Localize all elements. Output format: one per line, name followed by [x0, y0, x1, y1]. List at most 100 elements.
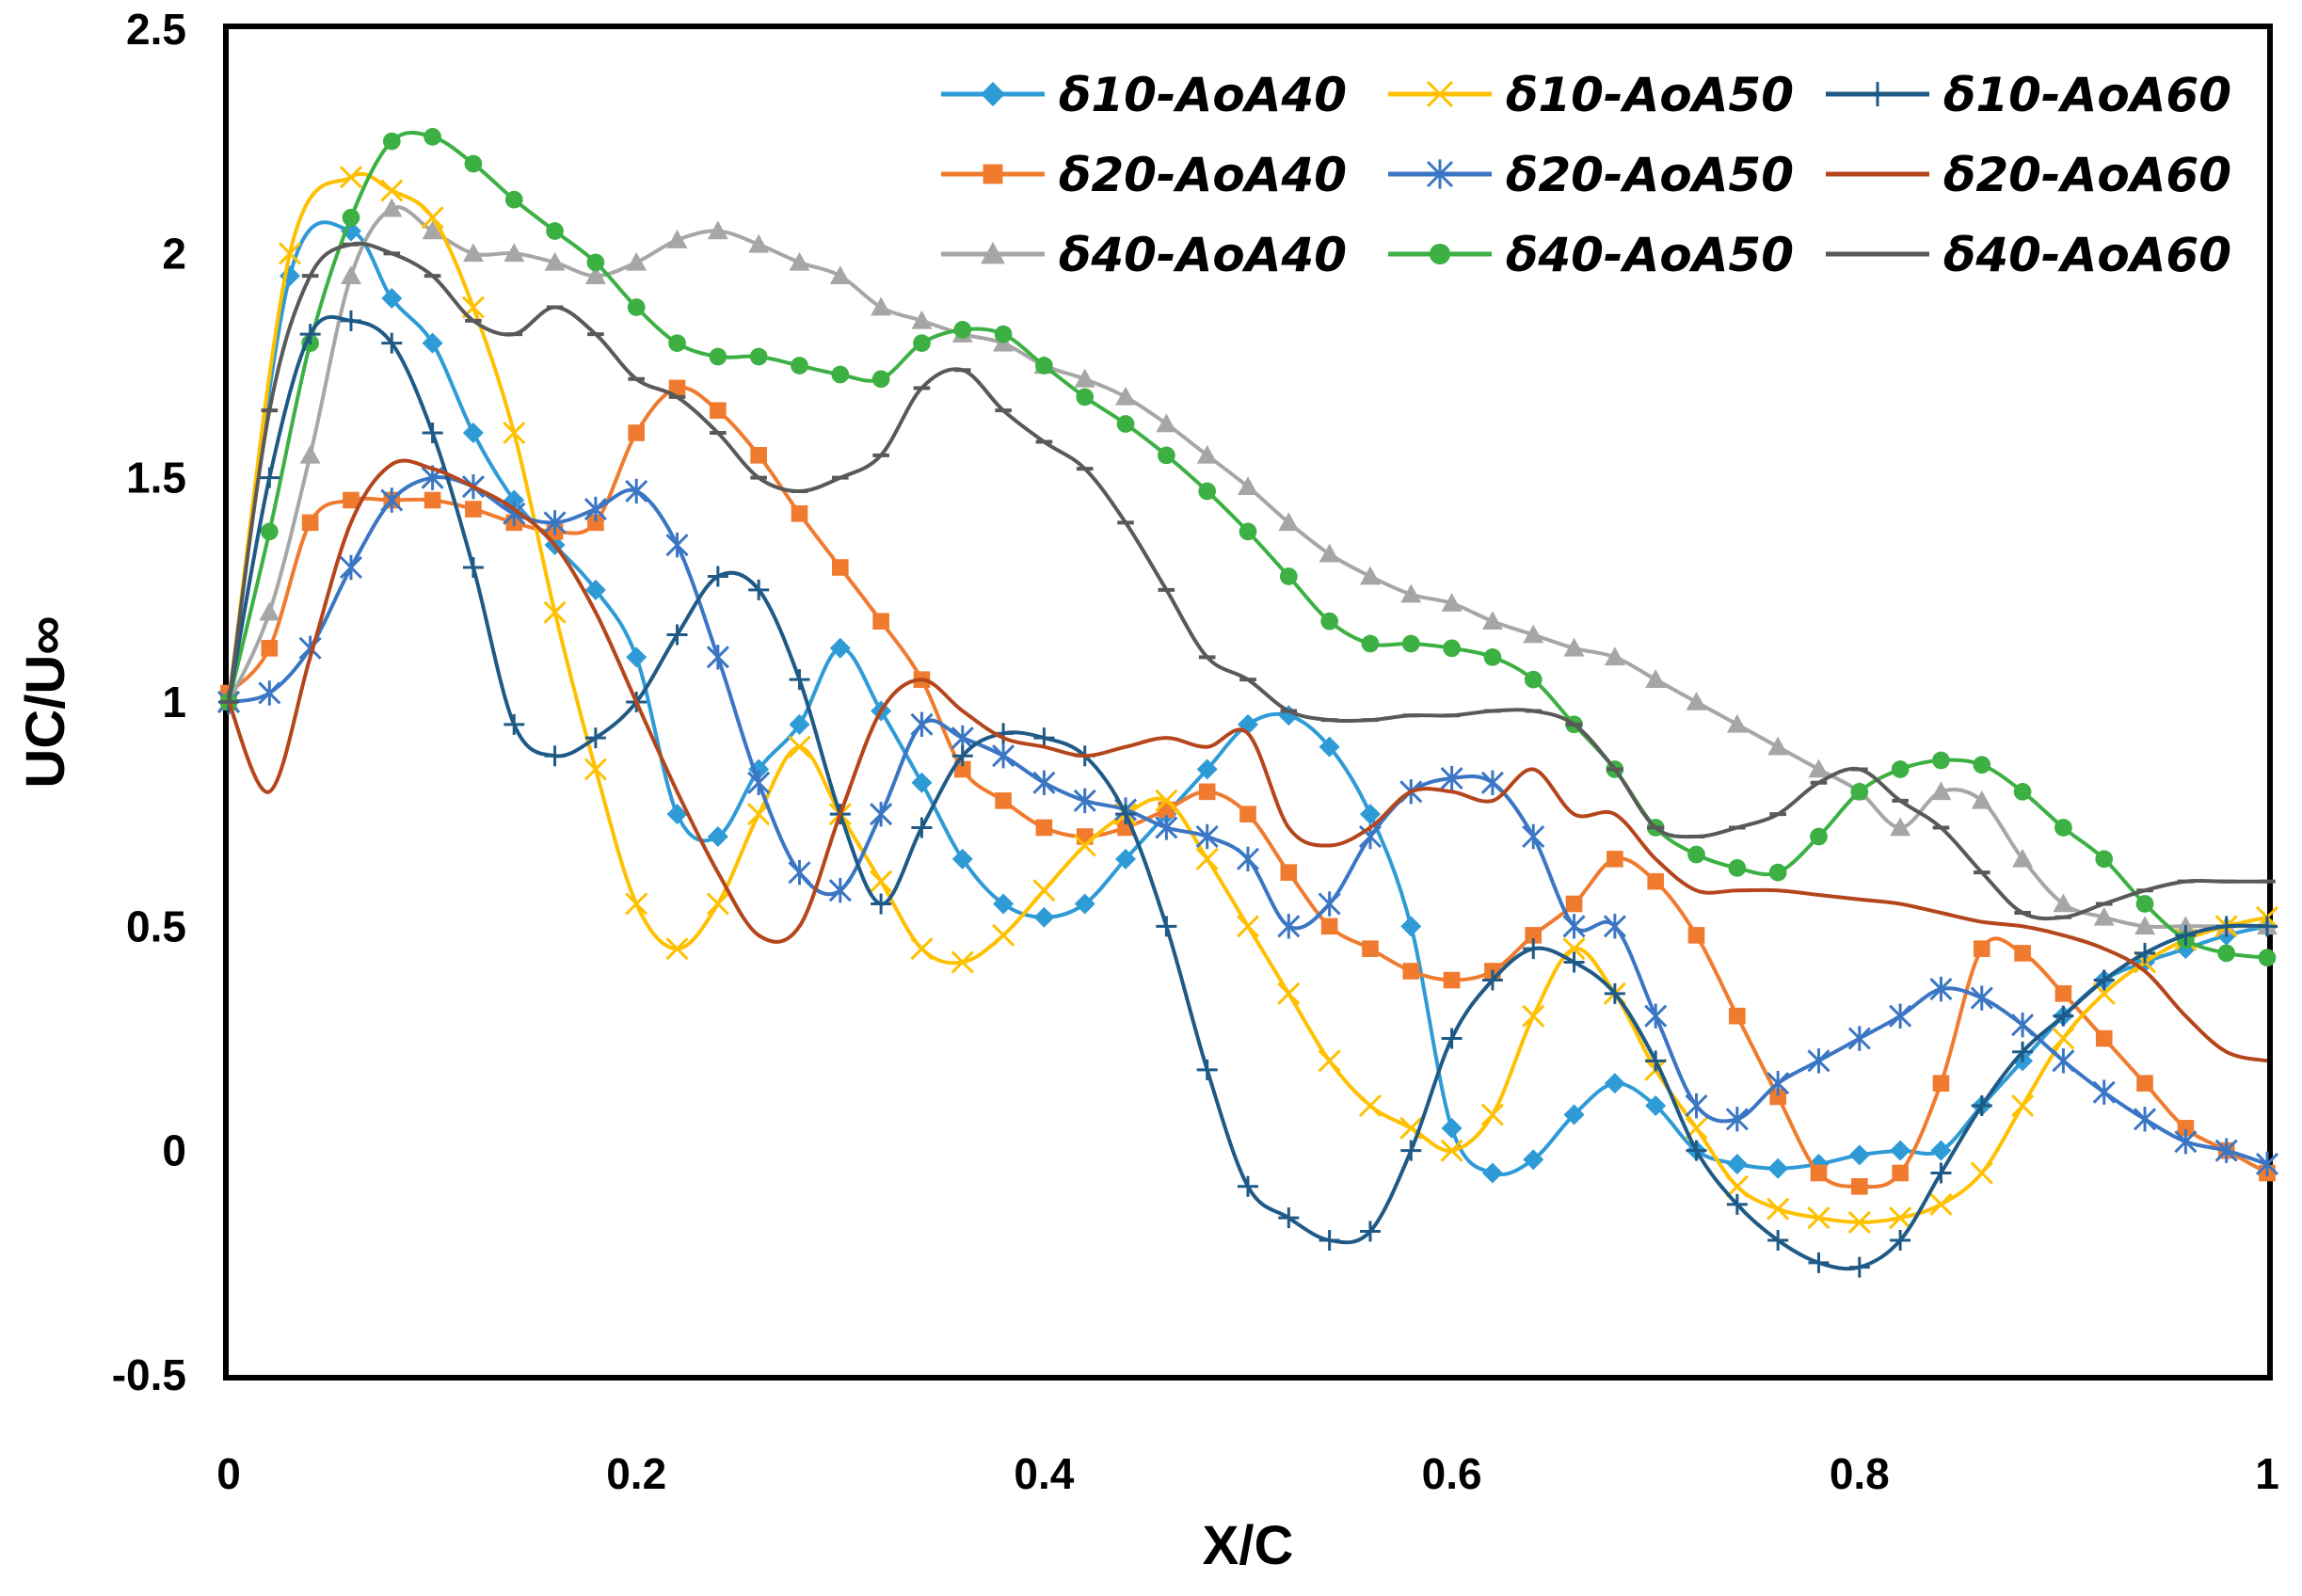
legend-label: δ20-AoA50 [1506, 148, 1794, 202]
point-4-49 [2214, 1138, 2238, 1163]
point-2-17 [911, 310, 933, 329]
point-6-31 [1481, 969, 1503, 991]
point-2-30 [1441, 593, 1463, 612]
point-3-24 [1236, 915, 1260, 938]
point-5-42 [1932, 751, 1950, 770]
point-4-4 [380, 487, 404, 513]
point-5-7 [504, 190, 523, 209]
point-0-29 [1441, 1117, 1463, 1139]
point-2-32 [1523, 624, 1544, 644]
point-0-3 [381, 288, 403, 309]
point-3-44 [2052, 1027, 2075, 1050]
point-0-13 [789, 713, 810, 735]
point-2-46 [2093, 906, 2115, 926]
y-tick-label: 2 [162, 229, 186, 278]
point-4-21 [1073, 788, 1096, 814]
x-tick-label: 0.4 [1014, 1449, 1074, 1498]
point-2-44 [2012, 848, 2034, 868]
point-4-27 [1318, 891, 1341, 917]
point-2-22 [1115, 386, 1137, 406]
point-4-50 [2255, 1151, 2279, 1177]
point-3-20 [1073, 834, 1096, 857]
point-6-8 [544, 745, 566, 767]
y-tick-label: 1.5 [126, 454, 186, 503]
point-3-17 [951, 950, 974, 974]
point-3-29 [1440, 1139, 1463, 1162]
point-5-18 [953, 321, 972, 339]
point-3-16 [910, 937, 934, 961]
point-6-50 [2257, 916, 2278, 937]
point-1-26 [1280, 864, 1298, 881]
point-0-30 [1481, 1162, 1503, 1184]
point-0-9 [626, 646, 647, 668]
point-4-25 [1236, 846, 1260, 872]
point-2-21 [1074, 368, 1095, 388]
legend-item-4: δ20-AoA50 [1388, 148, 1794, 202]
point-3-18 [992, 923, 1015, 947]
point-1-12 [710, 402, 727, 419]
point-2-16 [871, 296, 892, 316]
point-3-8 [583, 758, 607, 781]
point-1-30 [1443, 971, 1461, 989]
y-tick-label: -0.5 [112, 1350, 186, 1399]
point-1-47 [2136, 1075, 2153, 1092]
point-4-14 [788, 859, 811, 886]
point-6-24 [1196, 1059, 1218, 1080]
point-5-26 [1279, 567, 1298, 585]
point-3-6 [503, 421, 526, 445]
point-6-26 [1278, 1207, 1300, 1229]
point-5-39 [1810, 827, 1828, 846]
point-6-18 [951, 745, 973, 767]
point-6-13 [748, 579, 770, 600]
point-4-42 [1929, 976, 1953, 1002]
point-3-40 [1889, 1206, 1912, 1230]
point-1-2 [301, 514, 319, 532]
legend-item-5: δ40-AoA50 [1388, 228, 1794, 282]
point-4-36 [1685, 1093, 1708, 1119]
point-6-2 [299, 324, 321, 345]
legend-item-8: δ40-AoA60 [1826, 228, 2231, 282]
point-0-10 [666, 804, 688, 825]
point-6-40 [1848, 1256, 1870, 1278]
x-tick-label: 0.8 [1830, 1449, 1890, 1498]
point-1-14 [791, 505, 808, 522]
legend-label: δ10-AoA60 [1943, 68, 2231, 122]
legend-swatch-marker [1426, 159, 1454, 189]
point-6-23 [1156, 916, 1177, 937]
point-4-32 [1522, 823, 1545, 850]
point-0-14 [829, 637, 851, 659]
point-6-17 [911, 817, 933, 838]
legend-item-0: δ10-AoA40 [941, 68, 1347, 122]
point-4-47 [2133, 1107, 2157, 1132]
point-0-5 [462, 423, 484, 443]
point-2-7 [504, 243, 525, 263]
point-5-13 [749, 347, 768, 366]
point-5-1 [260, 522, 279, 541]
point-1-27 [1320, 918, 1338, 935]
series-8 [220, 241, 2276, 921]
point-6-14 [789, 669, 810, 691]
point-4-8 [543, 510, 567, 535]
point-0-11 [707, 826, 728, 847]
point-2-14 [789, 251, 810, 271]
point-1-16 [872, 613, 889, 630]
point-1-25 [1239, 806, 1256, 822]
point-2-41 [1890, 817, 1911, 837]
point-6-47 [2134, 942, 2156, 964]
point-4-45 [2052, 1048, 2075, 1074]
point-2-31 [1481, 611, 1503, 630]
point-3-38 [1807, 1206, 1830, 1230]
point-0-18 [993, 893, 1015, 915]
point-5-8 [546, 222, 564, 240]
point-4-13 [747, 770, 771, 795]
point-0-34 [1645, 1095, 1667, 1116]
point-1-44 [2014, 945, 2031, 962]
point-5-22 [1116, 415, 1135, 433]
point-4-19 [992, 743, 1015, 769]
point-5-25 [1239, 522, 1257, 541]
point-4-35 [1644, 1003, 1668, 1029]
point-3-39 [1847, 1210, 1871, 1234]
point-4-33 [1562, 914, 1586, 939]
y-axis-title: UC/U∞ [15, 615, 76, 788]
point-6-34 [1604, 982, 1625, 1004]
